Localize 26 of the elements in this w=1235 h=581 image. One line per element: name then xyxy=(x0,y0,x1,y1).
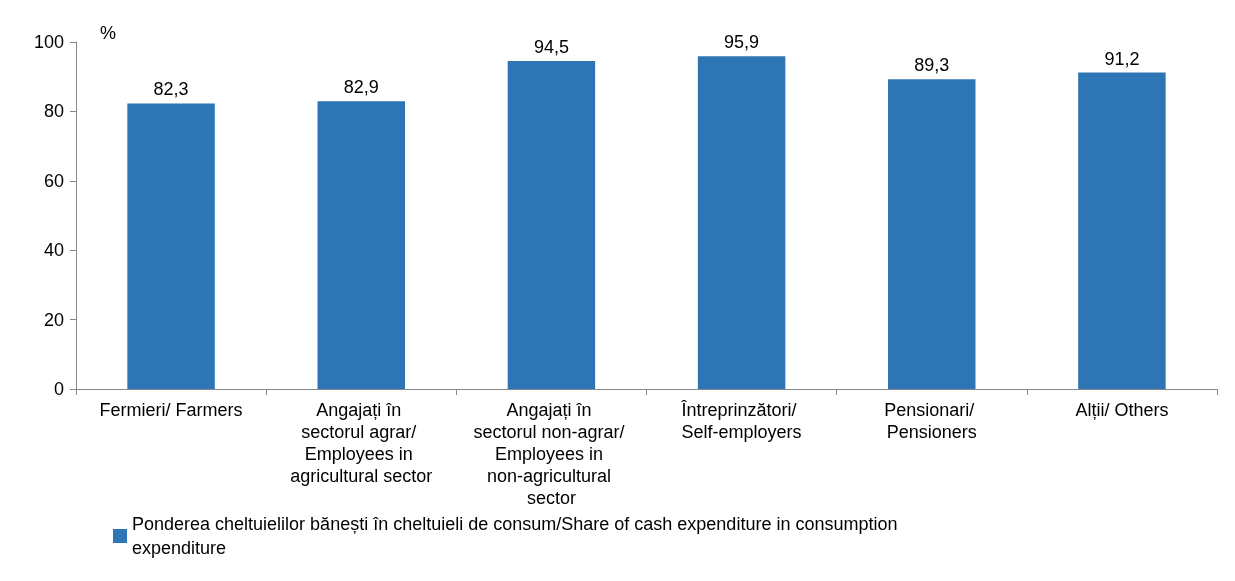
bar xyxy=(697,56,786,389)
y-tick-label: 0 xyxy=(53,379,64,399)
y-tick-label: 60 xyxy=(43,170,64,191)
x-tick-label: Angajați în sectorul non-agrar/ Employees in non-agricultural sector xyxy=(473,400,630,508)
bar xyxy=(317,101,405,389)
x-tick-label: Alții/ Others xyxy=(1075,400,1169,420)
data-label: 94,5 xyxy=(533,37,569,58)
data-label: 91,2 xyxy=(1104,48,1140,69)
data-label: 95,9 xyxy=(724,32,760,53)
y-axis-title: % xyxy=(100,23,117,43)
y-tick-label: 100 xyxy=(33,32,64,52)
data-label: 82,3 xyxy=(153,79,189,100)
y-tick-label: 80 xyxy=(43,101,64,122)
bar xyxy=(507,61,596,389)
bar xyxy=(1078,72,1166,389)
y-tick-label: 20 xyxy=(43,309,64,330)
x-tick-label: Întreprinzători/ Self-employers xyxy=(680,400,802,442)
x-tick-label: Pensionari/ Pensioners xyxy=(884,400,980,442)
data-label: 82,9 xyxy=(343,77,379,98)
bar xyxy=(888,79,976,389)
x-tick-label: Fermieri/ Farmers xyxy=(99,400,243,420)
x-tick-label: Angajați în sectorul agrar/ Employees in agricultural sector xyxy=(290,400,433,486)
legend-label: Ponderea cheltuielilor bănești în cheltuieli de consum/Share of cash expenditure in consumption expenditure xyxy=(132,514,903,558)
data-label: 89,3 xyxy=(914,55,950,76)
y-tick-label: 40 xyxy=(43,240,64,261)
bar xyxy=(127,103,215,389)
